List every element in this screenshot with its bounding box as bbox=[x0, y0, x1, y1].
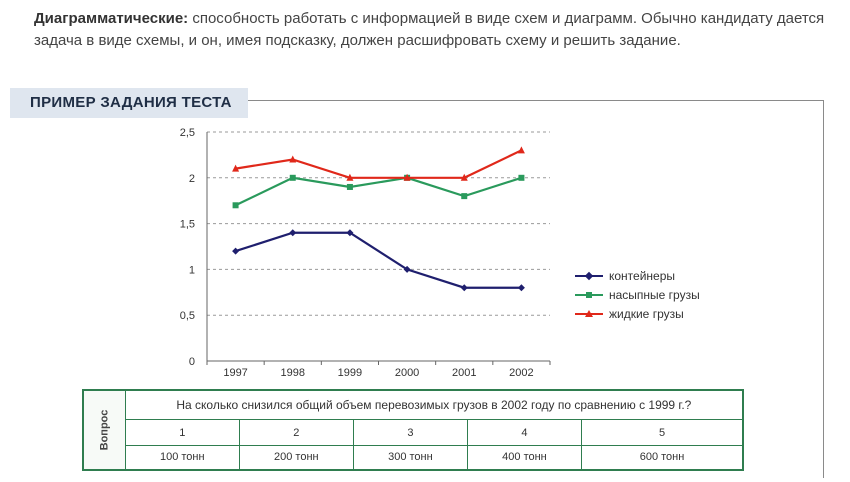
data-point bbox=[403, 265, 411, 273]
x-tick-label: 2001 bbox=[452, 367, 476, 379]
x-tick-label: 2000 bbox=[395, 367, 419, 379]
data-point bbox=[518, 174, 525, 181]
data-point bbox=[289, 155, 297, 163]
question-text: На сколько снизился общий объем перевози… bbox=[124, 389, 744, 420]
answer-option[interactable]: 600 тонн bbox=[581, 445, 744, 470]
legend-label: жидкие грузы bbox=[609, 306, 684, 321]
question-table: Вопрос На сколько снизился общий объем п… bbox=[82, 389, 744, 471]
legend-item-bulk: насыпные грузы bbox=[575, 285, 700, 304]
series-line-3 bbox=[235, 149, 522, 179]
legend-swatch-containers-icon bbox=[575, 270, 603, 282]
intro-paragraph: Диаграмматические: способность работать … bbox=[34, 8, 834, 52]
legend-item-containers: контейнеры bbox=[575, 266, 700, 285]
legend-item-liquid: жидкие грузы bbox=[575, 304, 700, 323]
data-point bbox=[232, 164, 240, 172]
data-point bbox=[346, 183, 353, 190]
data-point bbox=[289, 229, 297, 237]
content-frame bbox=[10, 100, 824, 478]
series-line-2 bbox=[235, 176, 522, 207]
intro-bold-term: Диаграмматические: bbox=[34, 10, 189, 27]
legend-swatch-liquid-icon bbox=[575, 308, 603, 320]
y-tick-label: 2 bbox=[189, 173, 195, 185]
series-line-1 bbox=[235, 231, 522, 289]
y-tick-label: 2,5 bbox=[180, 127, 195, 139]
answer-option[interactable]: 400 тонн bbox=[466, 445, 583, 470]
intro-text: способность работать с информацией в вид… bbox=[34, 10, 825, 49]
data-point bbox=[517, 146, 525, 154]
data-point bbox=[232, 247, 240, 255]
legend-swatch-bulk-icon bbox=[575, 289, 603, 301]
data-point bbox=[403, 173, 411, 181]
answer-option[interactable]: 300 тонн bbox=[352, 445, 468, 470]
option-number: 4 bbox=[466, 419, 583, 446]
y-tick-label: 1 bbox=[189, 264, 195, 276]
data-point bbox=[289, 174, 296, 181]
y-tick-label: 0 bbox=[189, 356, 195, 368]
x-tick-label: 1997 bbox=[223, 367, 247, 379]
legend-label: контейнеры bbox=[609, 268, 676, 283]
option-number: 1 bbox=[124, 419, 240, 446]
y-tick-label: 0,5 bbox=[180, 310, 195, 322]
x-tick-label: 1999 bbox=[338, 367, 362, 379]
answer-option[interactable]: 100 тонн bbox=[124, 445, 240, 470]
option-number: 5 bbox=[581, 419, 744, 446]
option-number: 3 bbox=[352, 419, 468, 446]
data-point bbox=[346, 229, 354, 237]
legend-label: насыпные грузы bbox=[609, 287, 700, 302]
chart-legend: контейнеры насыпные грузы жидкие грузы bbox=[575, 266, 700, 323]
x-tick-label: 1998 bbox=[281, 367, 305, 379]
option-number: 2 bbox=[238, 419, 354, 446]
data-point bbox=[460, 284, 468, 292]
section-banner: ПРИМЕР ЗАДАНИЯ ТЕСТА bbox=[10, 88, 248, 118]
data-point bbox=[232, 202, 239, 209]
data-point bbox=[461, 193, 468, 200]
data-point bbox=[346, 173, 354, 181]
data-point bbox=[460, 173, 468, 181]
y-tick-label: 1,5 bbox=[180, 219, 195, 231]
data-point bbox=[517, 284, 525, 292]
answer-option[interactable]: 200 тонн bbox=[238, 445, 354, 470]
x-tick-label: 2002 bbox=[509, 367, 533, 379]
question-side-label: Вопрос bbox=[82, 389, 126, 470]
